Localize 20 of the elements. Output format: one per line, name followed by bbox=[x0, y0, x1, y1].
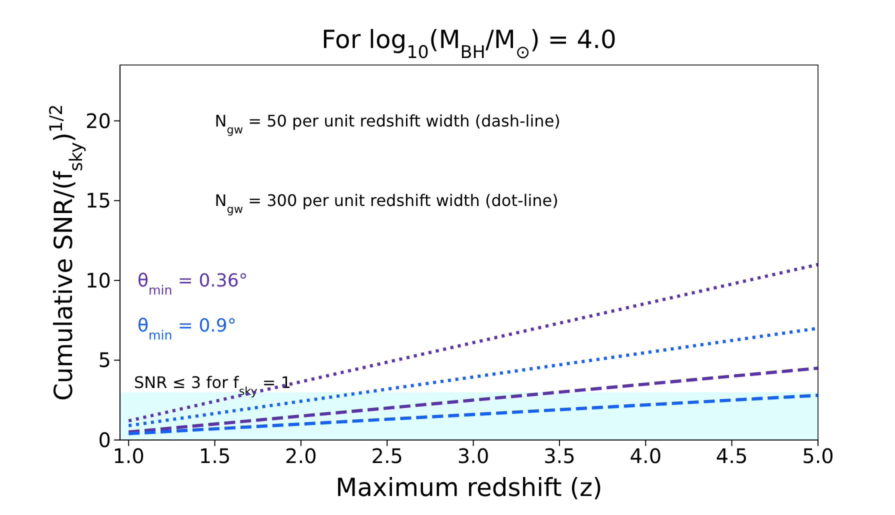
x-tick-label: 4.5 bbox=[716, 444, 748, 468]
y-tick-label: 15 bbox=[86, 188, 111, 213]
y-tick-label: 10 bbox=[86, 268, 111, 292]
annotation: θ$_{min}$ = 0.36° bbox=[137, 270, 248, 298]
annotation: N$_{gw}$ = 50 per unit redshift width (dash-line) bbox=[214, 111, 560, 136]
chart-title: For log$_{10}$(M$_{BH}$/M$_{⊙}$) = 4.0 bbox=[322, 25, 616, 63]
y-tick-label: 0 bbox=[98, 428, 111, 452]
y-tick-label: 5 bbox=[98, 348, 111, 372]
x-tick-label: 3.0 bbox=[457, 444, 490, 468]
annotation: θ$_{min}$ = 0.9° bbox=[137, 315, 236, 342]
x-tick-label: 1.0 bbox=[112, 444, 145, 468]
x-tick-label: 1.5 bbox=[198, 444, 231, 468]
x-tick-label: 5.0 bbox=[802, 444, 834, 468]
annotation: N$_{gw}$ = 300 per unit redshift width (dot-line) bbox=[214, 191, 558, 216]
x-tick-label: 4.0 bbox=[630, 444, 662, 468]
x-axis-title: Maximum redshift (z) bbox=[336, 473, 602, 502]
y-tick-label: 20 bbox=[86, 108, 111, 133]
x-tick-label: 3.5 bbox=[544, 444, 576, 468]
x-tick-label: 2.5 bbox=[371, 444, 404, 468]
x-tick-label: 2.0 bbox=[285, 444, 317, 468]
